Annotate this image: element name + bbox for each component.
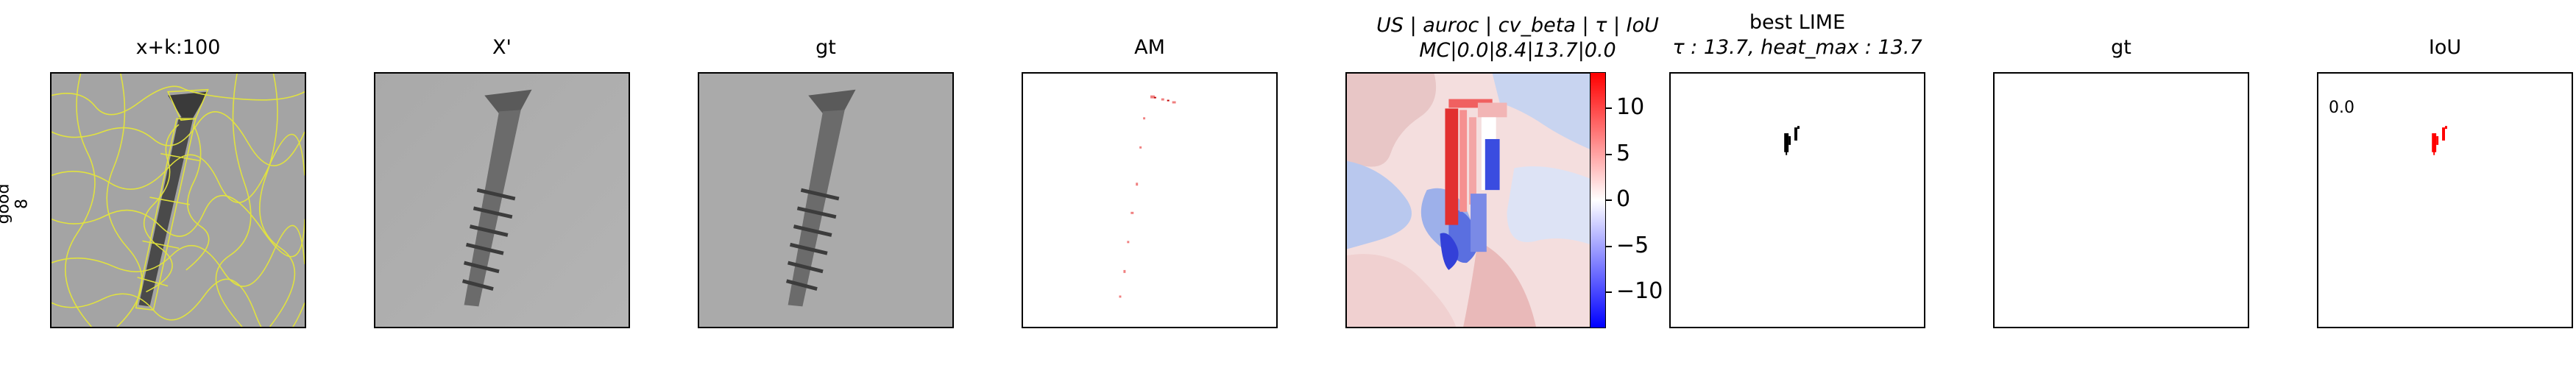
xprime-image [375,74,629,327]
colorbar-tick-label: −5 [1616,233,1649,258]
gt-mask-panel [1993,72,2249,328]
panel-title-lime-params: τ : 13.7, heat_max : 13.7 [1672,36,1922,59]
panel-title-gt-2: gt [2111,36,2131,59]
superpixel-panel [50,72,306,328]
iou-overlay [2318,74,2572,327]
panel-title-superpixels: x+k:100 [135,36,221,59]
colorbar-tick-mark [1606,246,1612,247]
colorbar-tick-mark [1606,199,1612,201]
superpixel-image [52,74,305,327]
colorbar-tick-label: 5 [1616,141,1631,166]
colorbar-tick-label: −10 [1616,278,1663,304]
lime-mask [1671,74,1924,327]
panel-title-am: AM [1134,36,1165,59]
panel-title-xprime: X' [492,36,512,59]
lime-mask-panel [1669,72,1925,328]
colorbar-tick-label: 0 [1616,186,1631,212]
panel-title-iou: IoU [2428,36,2462,59]
panel-title-metrics-values: MC|0.0|8.4|13.7|0.0 [1419,39,1616,62]
colorbar-tick-mark [1606,154,1612,155]
gt-image [699,74,952,327]
attribution-map-panel [1022,72,1278,328]
panel-title-best-lime: best LIME [1749,11,1846,34]
heatmap-panel [1345,72,1602,328]
gt-image-panel [698,72,954,328]
heatmap [1347,74,1600,327]
colorbar [1590,72,1606,328]
row-label-index: 8 [13,199,32,210]
attribution-map [1023,74,1276,327]
gt-mask [1995,74,2248,327]
iou-value: 0.0 [2329,99,2354,117]
row-label: good 8 [0,184,31,224]
row-label-class: good [0,183,13,224]
panel-title-metrics-header: US | auroc | cv_beta | τ | IoU [1376,14,1659,37]
colorbar-tick-label: 10 [1616,94,1645,120]
panel-title-gt: gt [815,36,836,59]
xprime-panel [374,72,630,328]
colorbar-tick-mark [1606,107,1612,109]
colorbar-tick-mark [1606,291,1612,293]
iou-panel: 0.0 [2317,72,2573,328]
